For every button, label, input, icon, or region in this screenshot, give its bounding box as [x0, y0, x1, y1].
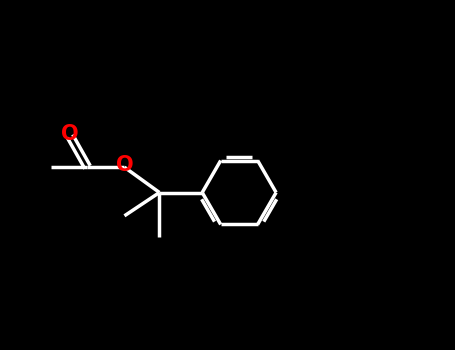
- Text: O: O: [116, 155, 133, 175]
- Text: O: O: [61, 124, 79, 144]
